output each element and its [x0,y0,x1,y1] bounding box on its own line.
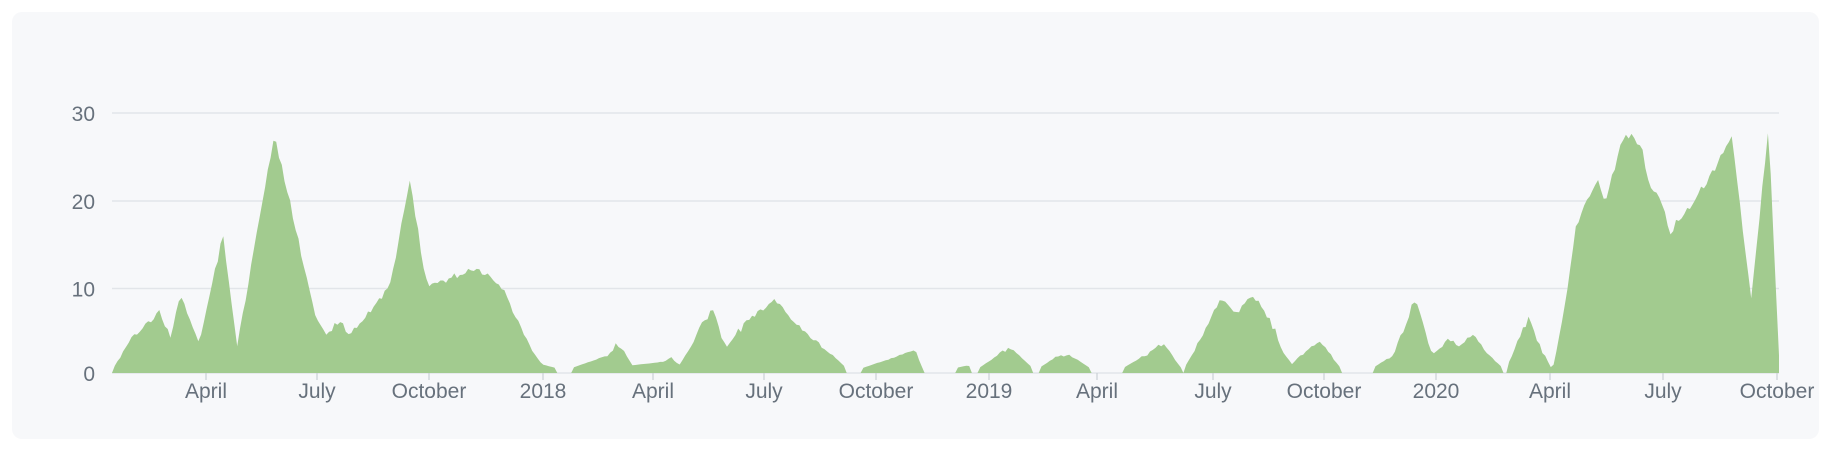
svg-text:July: July [745,380,783,403]
svg-text:2020: 2020 [1413,380,1460,403]
svg-text:2019: 2019 [966,380,1013,403]
svg-text:July: July [298,380,336,403]
svg-text:October: October [392,380,467,403]
svg-text:October: October [1287,380,1362,403]
svg-text:10: 10 [72,279,95,302]
svg-text:October: October [1740,380,1815,403]
svg-text:April: April [632,380,674,403]
svg-text:0: 0 [83,363,95,386]
svg-text:2018: 2018 [520,380,567,403]
svg-text:April: April [185,380,227,403]
svg-text:July: July [1194,380,1232,403]
svg-text:October: October [839,380,914,403]
svg-text:April: April [1529,380,1571,403]
svg-text:July: July [1644,380,1682,403]
svg-text:20: 20 [72,191,95,214]
svg-text:April: April [1076,380,1118,403]
svg-text:30: 30 [72,103,95,126]
